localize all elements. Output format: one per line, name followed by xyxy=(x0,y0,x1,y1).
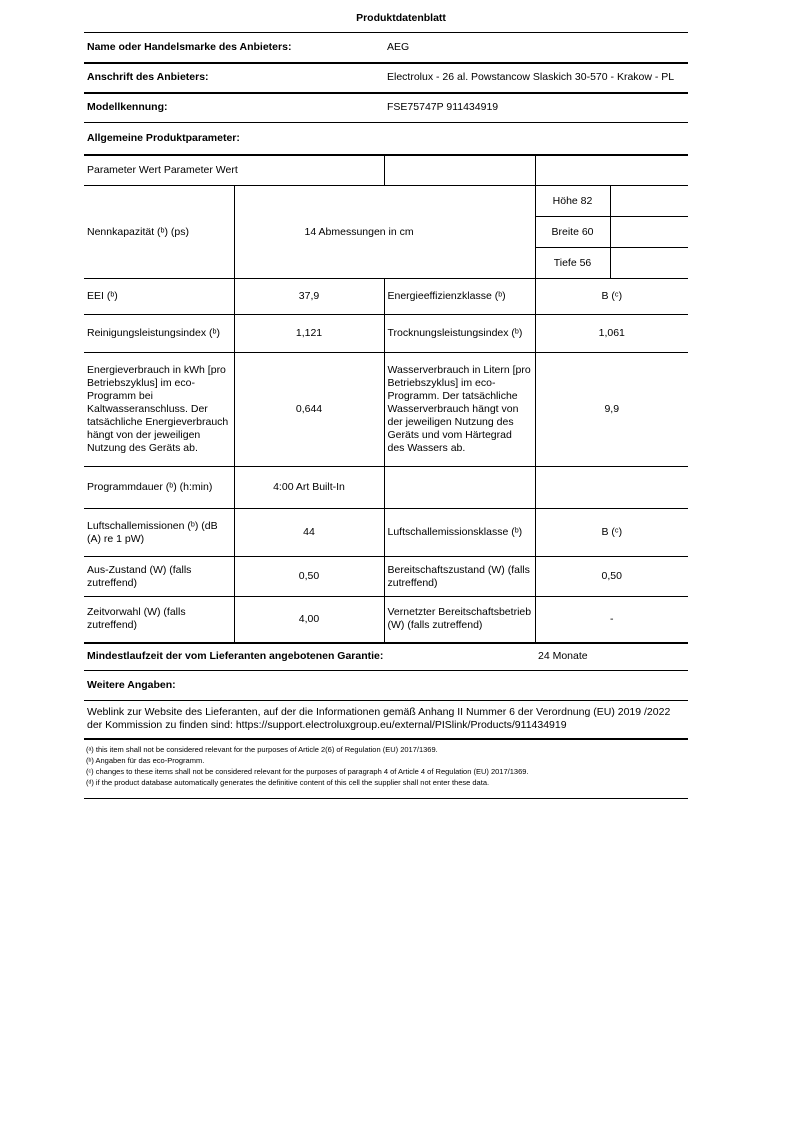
footnote-a: (ᵃ) this item shall not be considered re… xyxy=(86,745,438,754)
footnote-c: (ᶜ) changes to these items shall not be … xyxy=(86,767,529,776)
address-label: Anschrift des Anbieters: xyxy=(84,61,384,93)
off-mode-label: Aus-Zustand (W) (falls zutreffend) xyxy=(84,556,234,597)
warranty-value: 24 Monate xyxy=(535,641,689,671)
drying-label: Trocknungsleistungsindex (ᵇ) xyxy=(383,314,535,353)
product-datasheet-table: Name oder Handelsmarke des Anbieters: AEG… xyxy=(84,32,689,740)
duration-label: Programmdauer (ᵇ) (h:min) xyxy=(84,466,234,509)
warranty-label: Mindestlaufzeit der vom Lieferanten ange… xyxy=(84,641,535,671)
duration-value: 4:00 Art Built-In xyxy=(233,466,384,509)
weblink-text: Weblink zur Website des Lieferanten, auf… xyxy=(84,700,689,740)
noise-value: 44 xyxy=(233,508,384,557)
address-value: Electrolux - 26 al. Powstancow Slaskich … xyxy=(384,61,689,93)
noise-class-label: Luftschallemissionsklasse (ᵇ) xyxy=(383,508,535,557)
width-value: Breite 60 xyxy=(534,216,610,248)
energy-value: 0,644 xyxy=(233,352,384,467)
more-info-label: Weitere Angaben: xyxy=(84,670,689,701)
model-value: FSE75747P 911434919 xyxy=(384,91,689,123)
footnotes: (ᵃ) this item shall not be considered re… xyxy=(86,744,529,788)
noise-label: Luftschallemissionen (ᵇ) (dB (A) re 1 pW… xyxy=(84,508,234,557)
model-label: Modellkennung: xyxy=(84,91,384,123)
off-mode-value: 0,50 xyxy=(233,556,384,597)
drying-value: 1,061 xyxy=(534,314,689,353)
eei-label: EEI (ᵇ) xyxy=(84,278,234,315)
cleaning-label: Reinigungsleistungsindex (ᵇ) xyxy=(84,314,234,353)
page-title: Produktdatenblatt xyxy=(356,12,446,24)
networked-standby-value: - xyxy=(534,596,689,643)
eei-value: 37,9 xyxy=(233,278,384,315)
delay-start-label: Zeitvorwahl (W) (falls zutreffend) xyxy=(84,596,234,643)
water-value: 9,9 xyxy=(534,352,689,467)
footnote-d: (ᵈ) if the product database automaticall… xyxy=(86,778,490,787)
networked-standby-label: Vernetzter Bereitschaftsbetrieb (W) (fal… xyxy=(383,596,535,643)
footer-divider xyxy=(84,798,688,799)
footnote-b: (ᵇ) Angaben für das eco-Programm. xyxy=(86,756,205,765)
general-label: Allgemeine Produktparameter: xyxy=(84,122,689,155)
name-value: AEG xyxy=(384,32,689,63)
noise-class-value: B (ᶜ) xyxy=(534,508,689,557)
energy-class-label: Energieeffizienzklasse (ᵇ) xyxy=(383,278,535,315)
header-row: Parameter Wert Parameter Wert xyxy=(84,153,384,186)
delay-start-value: 4,00 xyxy=(233,596,384,643)
standby-value: 0,50 xyxy=(534,556,689,597)
depth-value: Tiefe 56 xyxy=(534,247,610,279)
capacity-label: Nennkapazität (ᵇ) (ps) xyxy=(84,185,234,279)
name-label: Name oder Handelsmarke des Anbieters: xyxy=(84,32,384,63)
energy-class-value: B (ᶜ) xyxy=(534,278,689,315)
height-value: Höhe 82 xyxy=(534,185,610,217)
cleaning-value: 1,121 xyxy=(233,314,384,353)
water-label: Wasserverbrauch in Litern [pro Betriebsz… xyxy=(383,352,535,467)
standby-label: Bereitschaftszustand (W) (falls zutreffe… xyxy=(383,556,535,597)
capacity-value: 14 Abmessungen in cm xyxy=(233,185,535,279)
energy-label: Energieverbrauch in kWh [pro Betriebszyk… xyxy=(84,352,234,467)
